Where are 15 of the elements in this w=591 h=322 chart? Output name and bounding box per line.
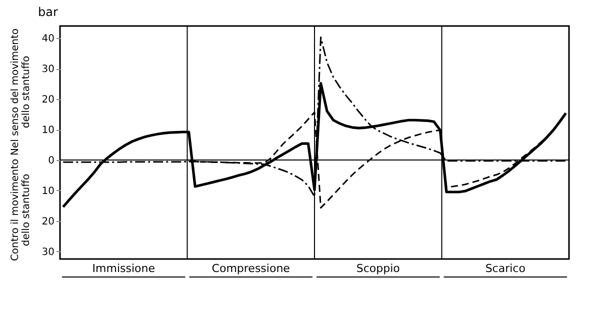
y-tick-label: 0 [48, 156, 54, 167]
y-tick-label: 10 [42, 125, 54, 136]
text: Nel senso del movimento dello stantuffo [10, 28, 32, 156]
y-tick-label: 30 [42, 246, 54, 258]
y-tick-label: 30 [42, 64, 54, 76]
y-tick-label: 20 [42, 216, 54, 228]
y-axis-title: bar [38, 5, 58, 19]
text: Scoppio [356, 262, 400, 275]
y-tick-label: 20 [42, 94, 54, 106]
text: Compressione [212, 262, 290, 275]
text: Contro il movimento dello stantuffo [10, 158, 32, 262]
y-tick-label: 40 [42, 34, 54, 45]
y-tick-label: 10 [42, 186, 54, 197]
text: Immissione [92, 262, 156, 275]
text: Scarico [485, 262, 526, 275]
